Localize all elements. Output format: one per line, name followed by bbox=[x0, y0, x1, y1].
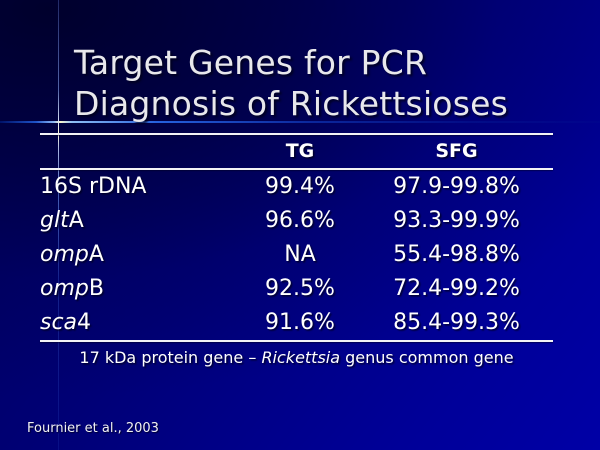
gene-name-roman-part: B bbox=[88, 276, 104, 301]
table-bottom-rule bbox=[40, 340, 553, 342]
sfg-value-cell: 85.4-99.3% bbox=[393, 310, 520, 335]
gene-name-cell: sca4 bbox=[40, 306, 240, 340]
footnote-suffix: genus common gene bbox=[340, 348, 514, 367]
sfg-value-cell: 97.9-99.8% bbox=[393, 174, 520, 199]
table-top-rule bbox=[40, 133, 553, 135]
sfg-value-cell: 72.4-99.2% bbox=[393, 276, 520, 301]
gene-name-italic-part: omp bbox=[40, 242, 89, 267]
gene-name-cell: gltA bbox=[40, 204, 240, 238]
tg-value-cell: 91.6% bbox=[265, 310, 335, 335]
table-row: ompB 92.5% 72.4-99.2% bbox=[40, 272, 553, 306]
column-header-sfg: SFG bbox=[435, 140, 478, 162]
table-header-row: TG SFG bbox=[40, 135, 553, 168]
gene-table: TG SFG bbox=[40, 135, 553, 168]
tg-value-cell: 92.5% bbox=[265, 276, 335, 301]
gene-name-roman-part: A bbox=[88, 242, 104, 267]
column-header-tg: TG bbox=[285, 140, 315, 162]
gene-name-cell: 16S rDNA bbox=[40, 170, 240, 204]
decorative-horizontal-glow-line bbox=[0, 121, 600, 123]
sfg-value-cell: 93.3-99.9% bbox=[393, 208, 520, 233]
footnote-prefix: 17 kDa protein gene – bbox=[79, 348, 262, 367]
gene-name-cell: ompB bbox=[40, 272, 240, 306]
title-line-2: Diagnosis of Rickettsioses bbox=[74, 83, 508, 123]
page-title: Target Genes for PCR Diagnosis of Ricket… bbox=[74, 43, 574, 124]
tg-value-cell: 96.6% bbox=[265, 208, 335, 233]
gene-name-roman-part: 4 bbox=[77, 310, 92, 335]
tg-value-cell: 99.4% bbox=[265, 174, 335, 199]
decorative-vertical-line bbox=[58, 0, 59, 450]
table-header-rule bbox=[40, 168, 553, 170]
gene-name-roman-part: A bbox=[68, 208, 84, 233]
sfg-value-cell: 55.4-98.8% bbox=[393, 242, 520, 267]
table-row: 16S rDNA 99.4% 97.9-99.8% bbox=[40, 170, 553, 204]
table-row: sca4 91.6% 85.4-99.3% bbox=[40, 306, 553, 340]
title-line-1: Target Genes for PCR bbox=[74, 43, 428, 83]
gene-table-body-wrapper: 16S rDNA 99.4% 97.9-99.8% gltA 96.6% 93.3-99.… bbox=[40, 170, 553, 340]
column-header-gene bbox=[40, 135, 240, 168]
gene-name-roman-part: 16S rDNA bbox=[40, 174, 147, 199]
table-body: 16S rDNA 99.4% 97.9-99.8% gltA 96.6% 93.3-99.… bbox=[40, 170, 553, 340]
footnote-italic-genus: Rickettsia bbox=[261, 348, 341, 367]
gene-name-italic-part: glt bbox=[40, 208, 69, 233]
table-row: gltA 96.6% 93.3-99.9% bbox=[40, 204, 553, 238]
table-footnote: 17 kDa protein gene – Rickettsia genus c… bbox=[40, 342, 553, 367]
source-attribution: Fournier et al., 2003 bbox=[27, 421, 159, 436]
tg-value-cell: NA bbox=[284, 242, 316, 267]
table-row: ompA NA 55.4-98.8% bbox=[40, 238, 553, 272]
gene-table-container: TG SFG 16S rDNA 99.4% 97.9-99.8% gltA 96.6% 9… bbox=[40, 133, 553, 367]
gene-name-italic-part: omp bbox=[40, 276, 89, 301]
table-header: TG SFG bbox=[40, 135, 553, 168]
gene-name-italic-part: sca bbox=[40, 310, 78, 335]
gene-name-cell: ompA bbox=[40, 238, 240, 272]
